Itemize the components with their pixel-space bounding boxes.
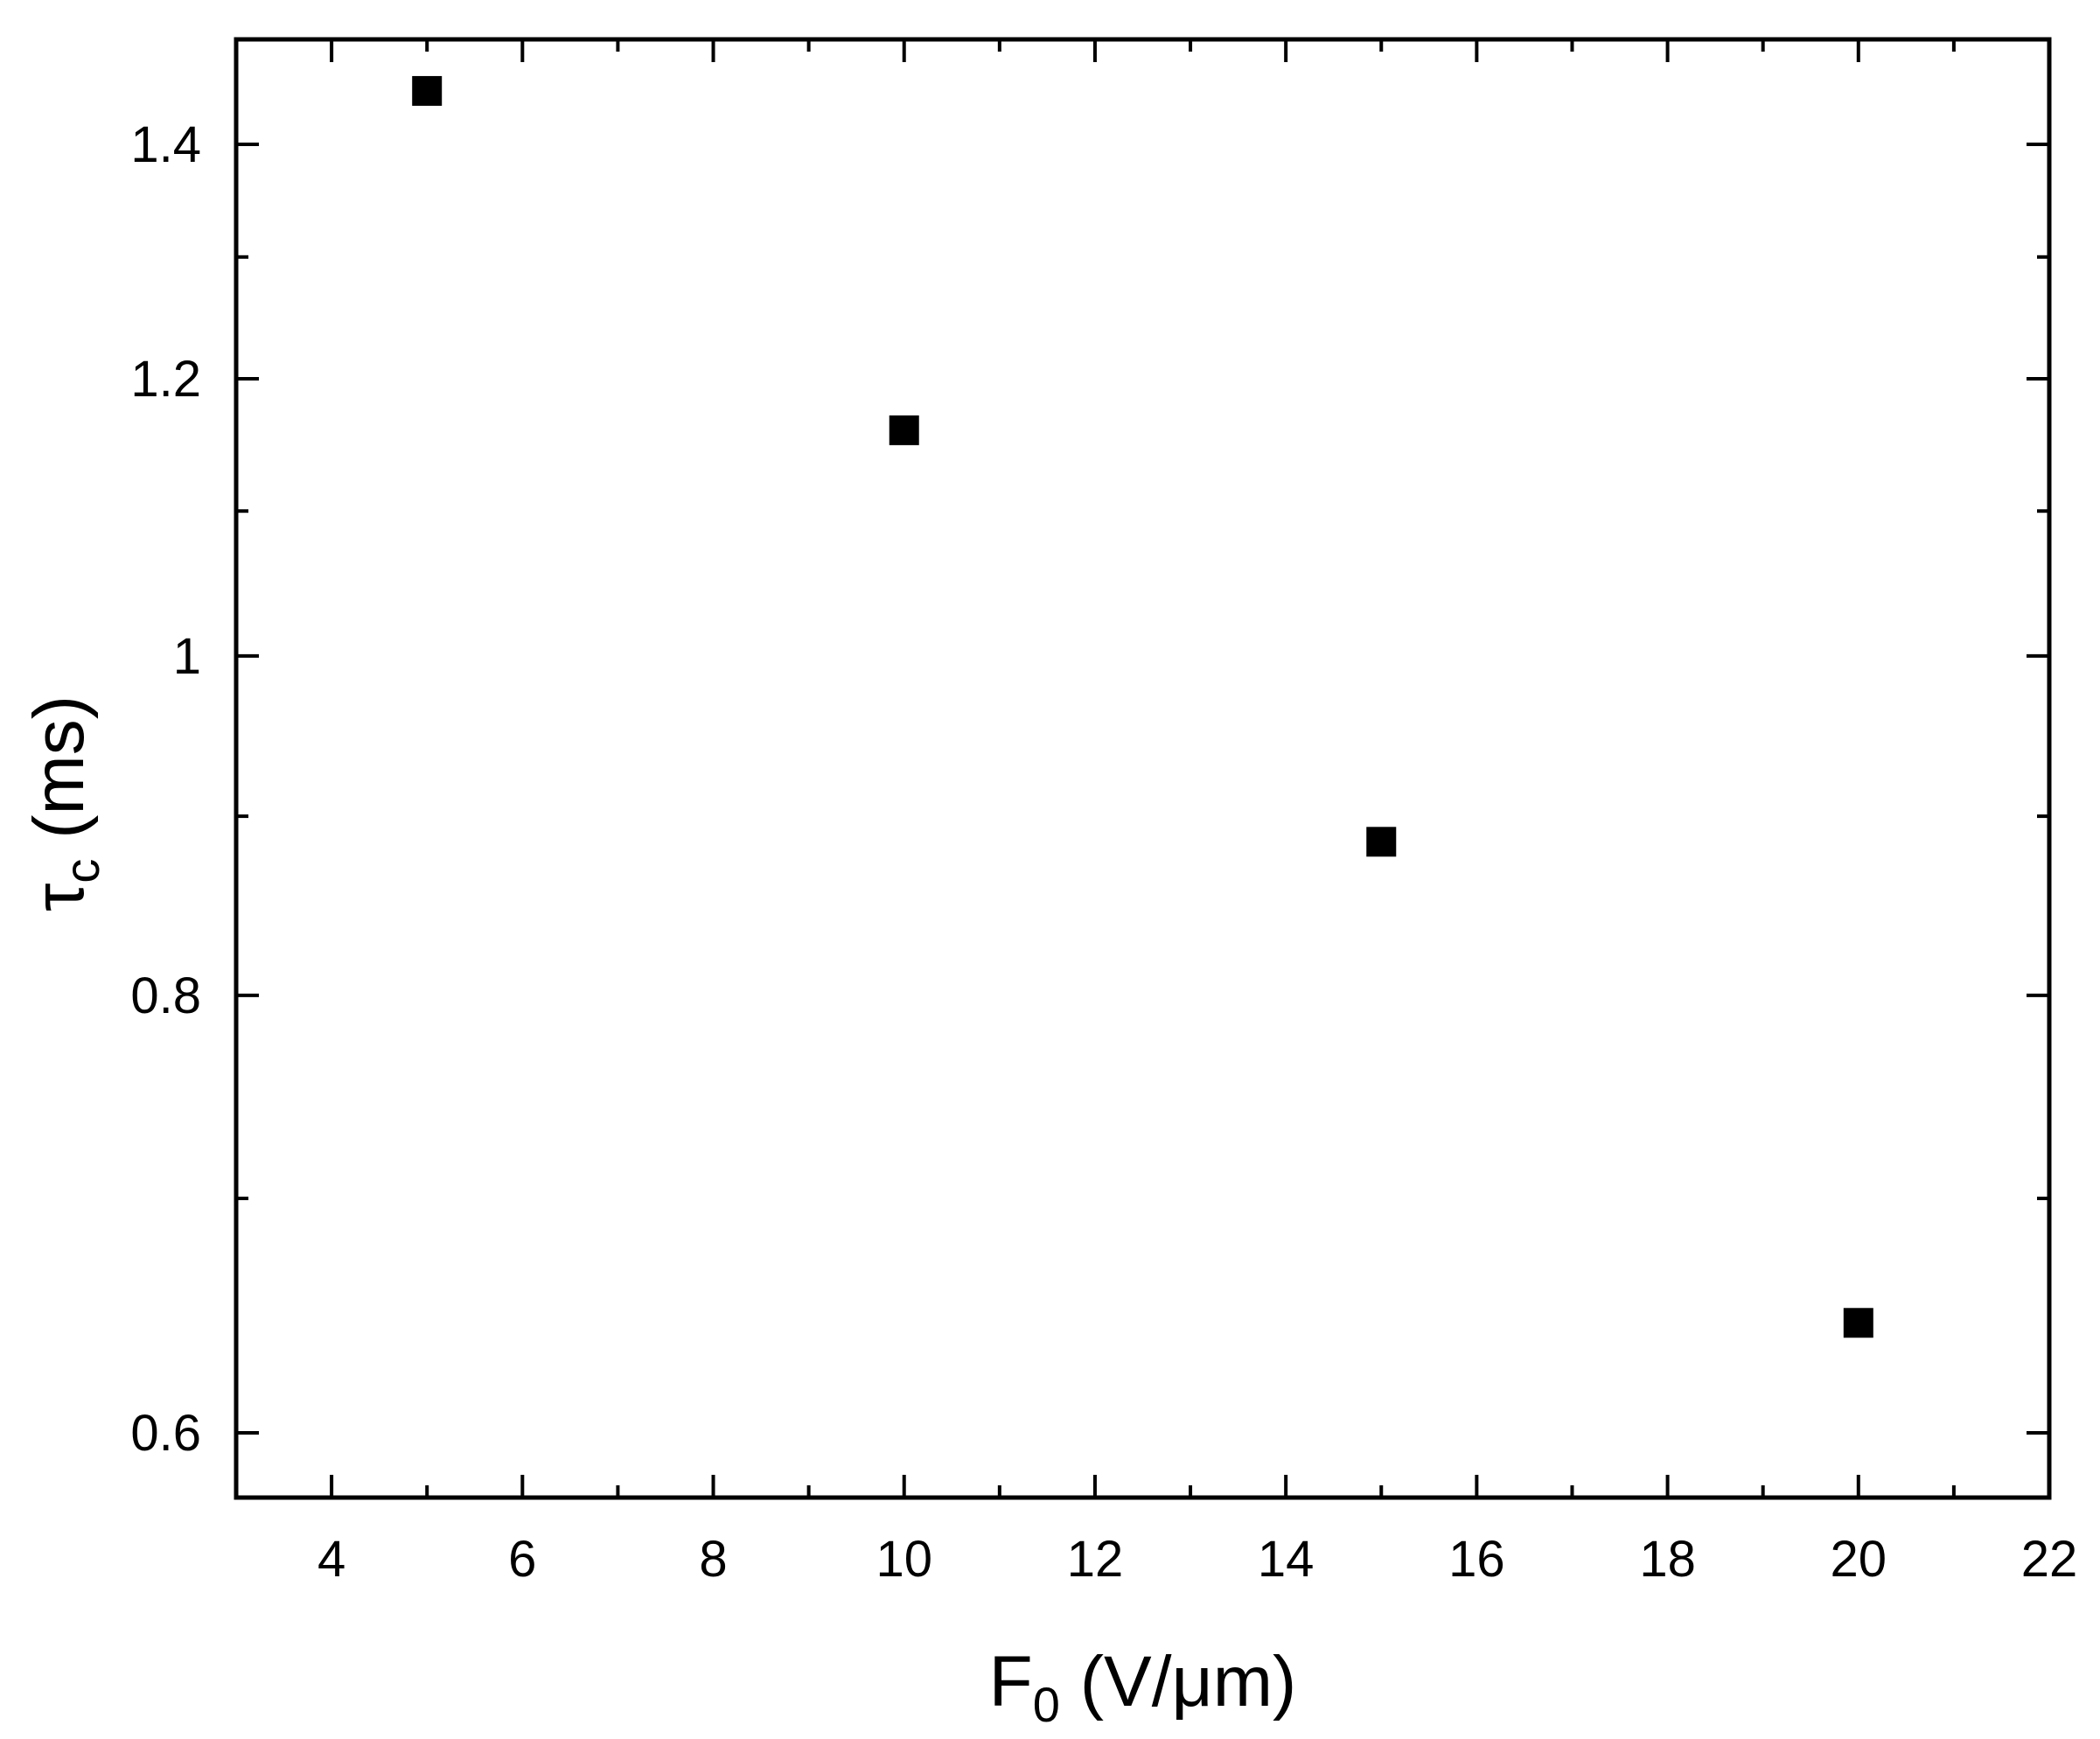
data-point [1843, 1308, 1873, 1338]
x-tick-label: 18 [1639, 1531, 1696, 1588]
x-tick-label: 12 [1067, 1531, 1124, 1588]
y-tick-label: 1.4 [130, 116, 201, 173]
x-axis-label-unit: (V/μm) [1060, 1642, 1296, 1722]
y-axis-label-main: τ [19, 883, 99, 911]
data-point [1366, 827, 1397, 857]
axis-ticks [234, 38, 2051, 1498]
y-tick-label: 0.8 [130, 967, 201, 1024]
y-tick-label: 1.2 [130, 351, 201, 408]
y-axis-label-unit: (ms) [19, 695, 99, 859]
x-tick-label: 6 [508, 1531, 536, 1588]
x-axis-label-subscript: 0 [1033, 1677, 1060, 1732]
y-axis-label: τc (ms) [19, 695, 109, 911]
x-tick-label: 10 [876, 1531, 932, 1588]
x-tick-label: 20 [1831, 1531, 1887, 1588]
tick-labels: 4 6 8 10 12 14 16 18 20 22 0.6 0.8 1 1.2 1.4 [130, 116, 2077, 1588]
data-points [412, 75, 1873, 1338]
y-tick-label: 1 [173, 628, 201, 685]
x-tick-label: 14 [1258, 1531, 1315, 1588]
data-point [889, 415, 919, 445]
y-tick-label: 0.6 [130, 1405, 201, 1462]
x-tick-label: 16 [1448, 1531, 1505, 1588]
x-axis-label-main: F [989, 1642, 1033, 1722]
x-tick-label: 8 [699, 1531, 727, 1588]
x-tick-label: 22 [2021, 1531, 2078, 1588]
plot-frame [234, 37, 2052, 1500]
data-point [412, 75, 443, 106]
x-axis-label: F0 (V/μm) [989, 1642, 1297, 1732]
x-tick-label: 4 [317, 1531, 345, 1588]
y-axis-label-subscript: c [54, 859, 109, 883]
